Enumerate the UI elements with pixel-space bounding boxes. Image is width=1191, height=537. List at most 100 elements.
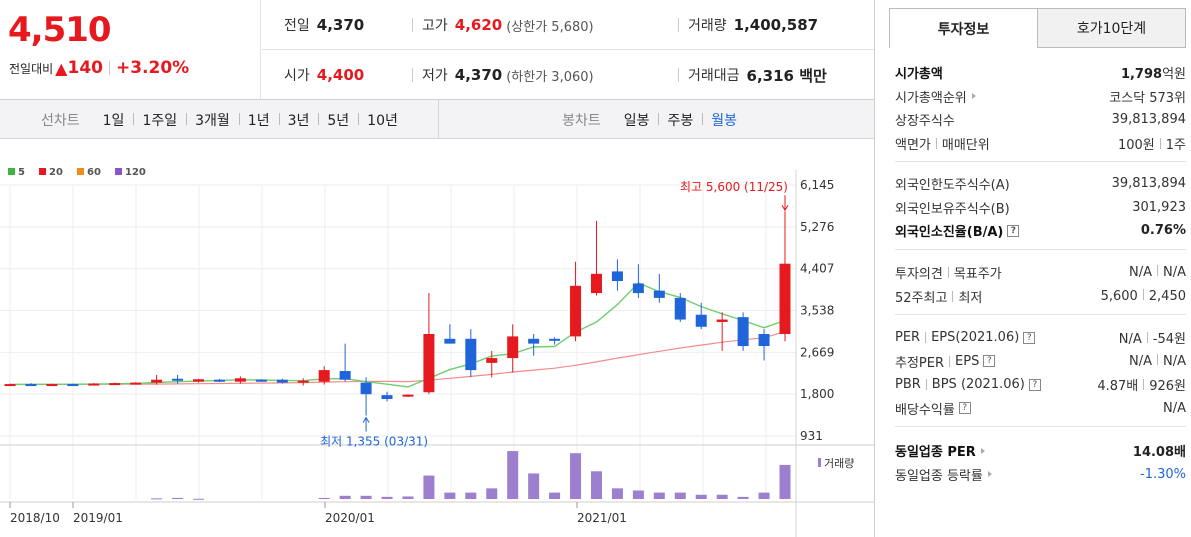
- info-group-opinion: 투자의견 목표주가 N/A N/A 52주최고 최저 5,600 2,450: [895, 261, 1186, 315]
- volume-bar: [716, 494, 728, 499]
- volume-bar: [570, 453, 582, 499]
- volume-bar: [339, 495, 351, 499]
- tab-daily[interactable]: 일봉: [623, 112, 650, 129]
- volume-bar: [151, 498, 163, 500]
- candle-body: [528, 338, 540, 344]
- open-label: 시가: [284, 68, 310, 84]
- info-unit: 억원: [1162, 67, 1186, 83]
- info-label-2: BPS (2021.06): [931, 377, 1025, 393]
- info-value-main: 39,813,894: [1111, 176, 1186, 192]
- open-value: 4,400: [316, 66, 365, 84]
- tab-1d[interactable]: 1일: [102, 112, 125, 129]
- tab-3m[interactable]: 3개월: [186, 110, 239, 130]
- chart-background: [0, 140, 874, 537]
- y-tick-label: 4,407: [800, 262, 834, 276]
- investment-info-panel: 투자정보 호가10단계 시가총액 1,798억원 시가총액순위 코스닥 573위 상장주…: [874, 0, 1191, 537]
- tab-1y[interactable]: 1년: [238, 110, 279, 130]
- line-chart-tabs: 선차트 1일 1주일 3개월 1년 3년 5년 10년: [0, 100, 439, 139]
- divider: [1146, 332, 1148, 344]
- volume-bar: [528, 473, 540, 499]
- info-value-main: N/A: [1118, 332, 1142, 348]
- tab-3y[interactable]: 3년: [278, 110, 319, 130]
- volume-bar: [193, 498, 205, 500]
- y-tick-label: 6,145: [800, 178, 834, 192]
- tab-5y[interactable]: 5년: [318, 110, 358, 130]
- volume-label: 거래량: [688, 18, 727, 34]
- volume-bar: [737, 496, 749, 499]
- legend-swatch: [8, 168, 15, 175]
- info-row: 동일업종 PER 14.08배: [895, 439, 1186, 463]
- info-value-main: 코스닥 573위: [1109, 90, 1186, 106]
- current-price: 4,510: [8, 10, 112, 50]
- volume-bar: [402, 496, 414, 499]
- caret-right-icon[interactable]: [987, 471, 992, 478]
- info-row: PER EPS(2021.06)? N/A -54원: [895, 326, 1186, 350]
- candle-body: [213, 379, 225, 382]
- volume-bar: [507, 451, 519, 499]
- info-key: 동일업종 PER: [895, 441, 985, 460]
- y-tick-label: 3,538: [800, 304, 834, 318]
- x-tick-label: 2020/01: [325, 511, 375, 525]
- candle-body: [276, 379, 288, 383]
- info-key: 외국인보유주식수(B): [895, 198, 1010, 217]
- candle-body: [695, 314, 707, 327]
- divider: [925, 379, 927, 391]
- tab-monthly[interactable]: 월봉: [702, 110, 746, 130]
- info-value-main: 100원: [1117, 137, 1155, 153]
- info-value: 14.08배: [1133, 441, 1186, 460]
- divider: [1142, 288, 1144, 300]
- tab-1w[interactable]: 1주일: [133, 110, 186, 130]
- info-row: PBR BPS (2021.06)? 4.87배 926원: [895, 373, 1186, 397]
- help-icon[interactable]: ?: [1028, 378, 1041, 391]
- legend-label: 120: [125, 167, 146, 178]
- info-row: 시가총액 1,798억원: [895, 61, 1186, 85]
- info-value-main: 0.76%: [1140, 223, 1186, 239]
- period-tabs: 선차트 1일 1주일 3개월 1년 3년 5년 10년 봉차트 일봉 주봉 월봉: [0, 100, 874, 139]
- caret-right-icon[interactable]: [980, 447, 985, 454]
- help-icon[interactable]: ?: [1023, 331, 1036, 344]
- help-icon[interactable]: ?: [1007, 224, 1020, 237]
- high-value: 4,620: [454, 16, 503, 34]
- prev-close-cell: 전일 4,370: [284, 0, 364, 50]
- candle-body: [130, 382, 142, 385]
- tab-10y[interactable]: 10년: [358, 110, 407, 130]
- info-value: 39,813,894: [1112, 176, 1186, 191]
- candle-body: [590, 273, 602, 294]
- info-value-2: N/A: [1163, 265, 1186, 281]
- candle-body: [67, 384, 79, 387]
- high-annotation: 최고 5,600 (11/25): [680, 180, 788, 194]
- candle-body: [193, 379, 205, 382]
- info-value-main: N/A: [1129, 265, 1152, 281]
- info-label: PBR: [895, 377, 921, 393]
- tab-order-book[interactable]: 호가10단계: [1038, 8, 1186, 48]
- volume-bar: [653, 492, 665, 499]
- candle-body: [632, 283, 644, 294]
- info-group-valuation: PER EPS(2021.06)? N/A -54원 추정PER EPS? N/A N/A PB…: [895, 326, 1186, 427]
- info-key: 추정PER EPS?: [895, 352, 996, 371]
- candlestick-chart: 5 20 60 120 6,145 5,276 4,407 3,538 2,669 1,800 93…: [0, 140, 874, 537]
- info-label: 투자의견: [895, 267, 943, 283]
- x-tick-label: 2018/10: [10, 511, 60, 525]
- candle-body: [4, 384, 16, 387]
- tab-weekly[interactable]: 주봉: [658, 110, 702, 130]
- candle-body: [444, 338, 456, 344]
- help-icon[interactable]: ?: [983, 355, 996, 368]
- volume-bar: [486, 488, 498, 499]
- tab-investment-info[interactable]: 투자정보: [889, 8, 1038, 48]
- chart-area: 4,510 전일대비 ▲ 140 +3.20% 전일 4,370 고가 4,62…: [0, 0, 874, 537]
- candle-body: [318, 370, 330, 382]
- info-value-main: 1,798: [1120, 67, 1163, 83]
- info-key: 52주최고 최저: [895, 287, 982, 306]
- help-icon[interactable]: ?: [958, 402, 971, 415]
- divider: [949, 355, 951, 367]
- open-cell: 시가 4,400: [284, 50, 364, 100]
- x-tick-label: 2019/01: [73, 511, 123, 525]
- candle-body: [779, 263, 791, 334]
- info-value-2: N/A: [1163, 353, 1186, 369]
- high-label: 고가: [422, 18, 448, 34]
- caret-right-icon[interactable]: [971, 93, 976, 100]
- candle-body: [653, 290, 665, 298]
- legend-label: 5: [18, 167, 25, 178]
- candle-body: [758, 333, 770, 347]
- info-label: 배당수익률: [895, 402, 955, 418]
